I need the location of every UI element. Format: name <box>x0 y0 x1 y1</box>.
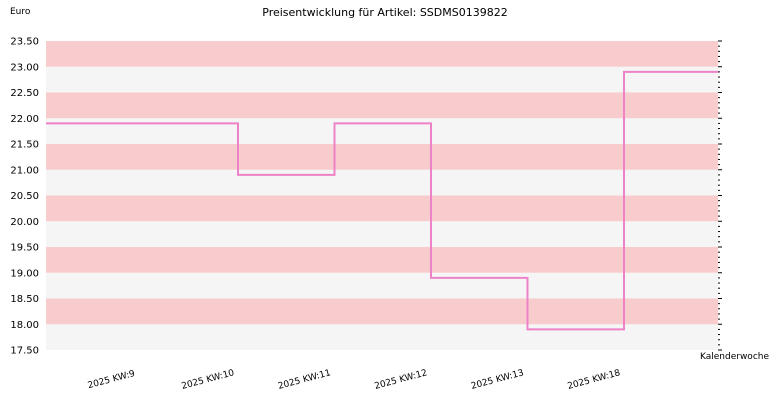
price-step-line <box>46 70 718 331</box>
grid-band <box>46 247 718 273</box>
y-tick-label: 18.50 <box>10 294 39 305</box>
y-tick-label: 22.50 <box>10 88 39 99</box>
grid-band <box>46 66 718 93</box>
y-tick-label: 23.00 <box>10 62 39 73</box>
x-tick-label: 2025 KW:9 <box>87 369 137 391</box>
y-tick-label: 20.00 <box>10 217 39 228</box>
x-tick-label: 2025 KW:18 <box>567 368 622 392</box>
x-tick-label: 2025 KW:10 <box>181 368 236 392</box>
y-tick-label: 18.00 <box>10 320 39 331</box>
grid-band <box>46 169 718 196</box>
grid-band <box>46 221 718 247</box>
x-axis-label: Kalenderwoche <box>700 352 769 362</box>
x-axis-ticks: 2025 KW:9 2025 KW:10 2025 KW:11 2025 KW:12 2… <box>87 368 622 392</box>
x-tick-label: 2025 KW:11 <box>277 368 332 392</box>
y-tick-label: 23.50 <box>10 37 39 48</box>
grid-band <box>46 272 718 299</box>
grid-band <box>46 195 718 222</box>
series-layer <box>46 70 718 331</box>
background-bands <box>46 41 718 350</box>
x-tick-label: 2025 KW:13 <box>470 368 525 392</box>
y-tick-label: 17.50 <box>10 346 39 357</box>
grid-band <box>46 298 718 325</box>
grid-band <box>46 92 718 119</box>
y-tick-label: 19.00 <box>10 268 39 279</box>
y-tick-label: 21.50 <box>10 140 39 151</box>
y-tick-label: 21.00 <box>10 165 39 176</box>
y-tick-label: 19.50 <box>10 243 39 254</box>
x-tick-label: 2025 KW:12 <box>374 368 429 392</box>
grid-band <box>46 144 718 170</box>
chart-title: Preisentwicklung für Artikel: SSDMS01398… <box>262 6 507 19</box>
grid-band <box>46 324 718 350</box>
y-tick-label: 20.50 <box>10 191 39 202</box>
y-axis-ticks: 17.50 18.00 18.50 19.00 19.50 20.00 20.50 21.00… <box>10 37 722 357</box>
grid-band <box>46 118 718 144</box>
grid-band <box>46 41 718 67</box>
y-axis-label: Euro <box>10 7 31 17</box>
y-tick-label: 22.00 <box>10 114 39 125</box>
